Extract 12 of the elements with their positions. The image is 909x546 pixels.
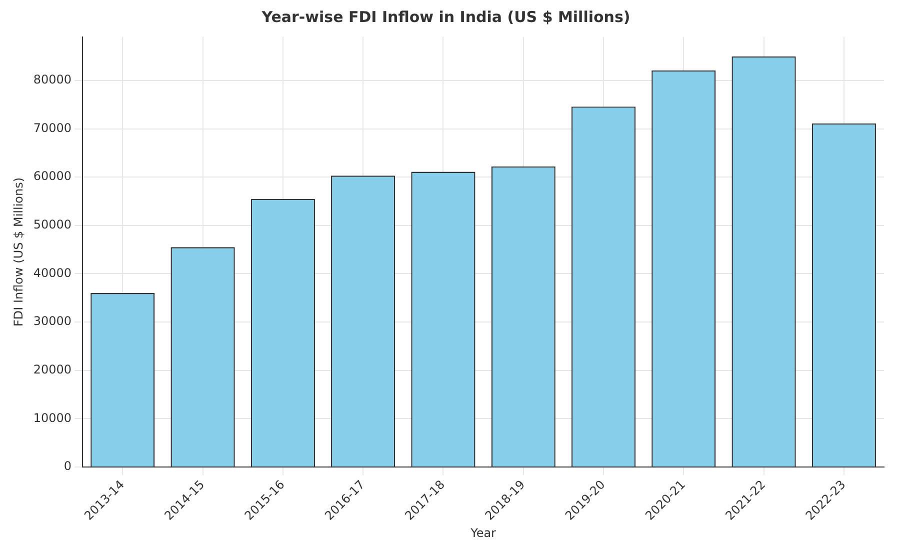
y-tick-label: 70000	[33, 120, 72, 135]
chart-title: Year-wise FDI Inflow in India (US $ Millions)	[260, 8, 630, 26]
y-tick-label: 30000	[33, 314, 72, 328]
y-tick-label: 10000	[33, 410, 72, 425]
y-axis-title: FDI Inflow (US $ Millions)	[11, 177, 26, 327]
y-tick-label: 20000	[33, 362, 72, 376]
y-tick-label: 40000	[33, 266, 72, 280]
y-tick-label: 80000	[33, 72, 72, 87]
y-tick-label: 0	[64, 459, 72, 474]
y-tick-label: 50000	[33, 218, 72, 232]
y-tick-label: 60000	[33, 169, 72, 184]
x-axis-title: Year	[470, 526, 496, 540]
